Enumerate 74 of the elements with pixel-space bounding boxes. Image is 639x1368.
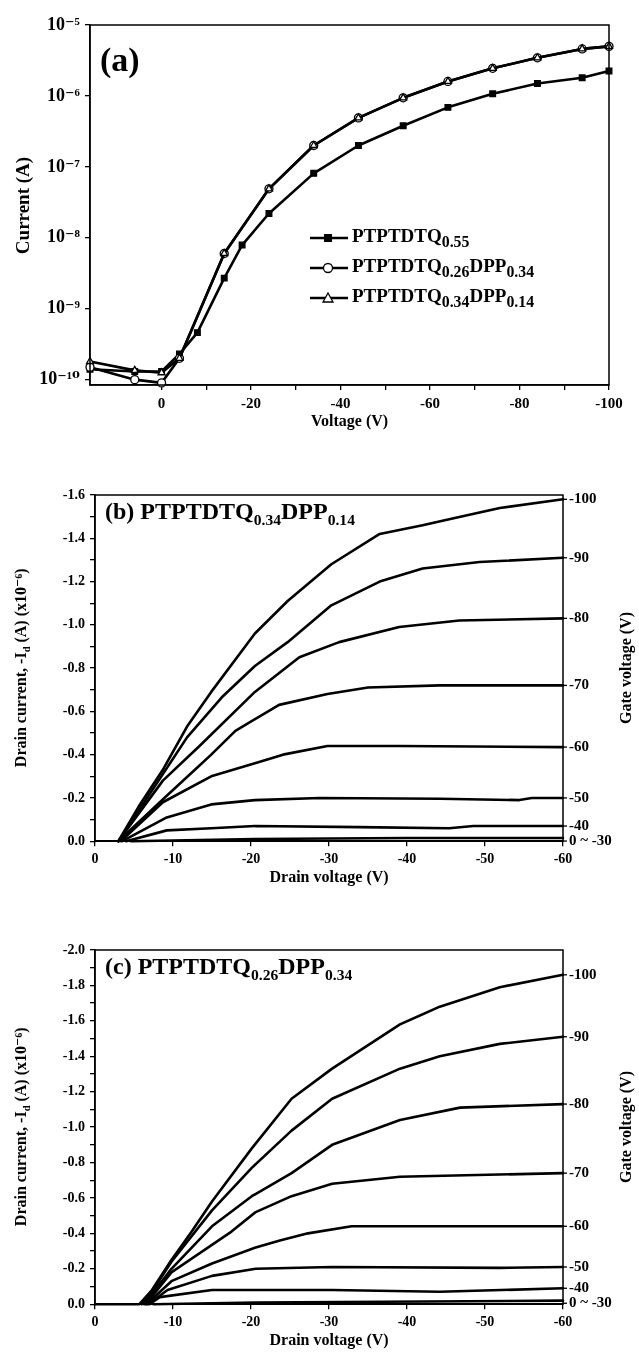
y-tick-label: -1.4: [62, 529, 85, 545]
y-tick-label: -0.8: [62, 1154, 85, 1170]
y-tick-label: 10⁻⁵: [47, 13, 81, 34]
legend-label: -80: [569, 1094, 589, 1111]
x-tick-label: -80: [509, 394, 530, 411]
legend-label: PTPTDTQ$_{0.26}$DPP$_{0.34}$: [352, 255, 535, 281]
legend-label: -50: [569, 788, 589, 805]
y-tick-label: -0.6: [62, 1189, 85, 1205]
legend-label: -100: [569, 965, 597, 982]
y-axis-title: Current (A): [11, 156, 33, 254]
y-tick-label: -1.2: [62, 1083, 85, 1099]
legend-label: -90: [569, 548, 589, 565]
y2-axis-title: Gate voltage (V): [616, 1071, 634, 1184]
legend-label: -90: [569, 1027, 589, 1044]
x-tick-label: -10: [163, 1314, 183, 1330]
legend-label: -80: [569, 609, 589, 626]
y2-axis-title: Gate voltage (V): [616, 612, 634, 725]
x-tick-label: -60: [553, 851, 573, 867]
legend-label: 0 ~ -30: [569, 831, 612, 848]
y-tick-label: -1.8: [62, 977, 85, 993]
x-axis-title: Drain voltage (V): [269, 868, 389, 886]
x-tick-label: -100: [595, 394, 623, 411]
x-axis-title: Voltage (V): [311, 412, 389, 429]
y-tick-label: 10⁻⁸: [47, 226, 81, 247]
y-tick-label: -1.0: [62, 616, 85, 632]
y-tick-label: -0.2: [62, 789, 85, 805]
x-tick-label: -10: [163, 851, 183, 867]
y-tick-label: 10⁻¹⁰: [39, 368, 81, 389]
x-tick-label: 0: [91, 1314, 99, 1330]
legend-label: PTPTDTQ$_{0.55}$: [352, 225, 470, 251]
x-tick-label: -40: [330, 394, 351, 411]
y-tick-label: 10⁻⁷: [47, 155, 81, 176]
x-tick-label: -50: [475, 851, 495, 867]
text: (a): [100, 41, 140, 78]
y-tick-label: 0.0: [67, 832, 85, 848]
chart-title: (b) PTPTDTQ$_{0.34}$DPP$_{0.14}$: [105, 498, 355, 528]
legend-label: -60: [569, 737, 589, 754]
y-tick-label: -0.8: [62, 659, 85, 675]
x-tick-label: -40: [397, 1314, 417, 1330]
legend-label: -60: [569, 1217, 589, 1234]
x-tick-label: 0: [157, 394, 166, 411]
legend-label: -40: [569, 816, 589, 833]
legend-label: -70: [569, 676, 589, 693]
y-tick-label: 0.0: [67, 1295, 85, 1311]
x-tick-label: -50: [475, 1314, 495, 1330]
y-tick-label: -0.4: [62, 746, 85, 762]
y-tick-label: -1.4: [62, 1047, 85, 1063]
x-tick-label: -60: [420, 394, 441, 411]
y-tick-label: -0.6: [62, 702, 85, 718]
y-tick-label: -2.0: [62, 941, 85, 957]
legend-label: -70: [569, 1164, 589, 1181]
y-tick-label: -1.6: [62, 1012, 85, 1028]
x-tick-label: -40: [397, 851, 417, 867]
x-tick-label: -30: [319, 1314, 339, 1330]
chart-title: (c) PTPTDTQ$_{0.26}$DPP$_{0.34}$: [105, 953, 353, 983]
y-tick-label: -1.0: [62, 1118, 85, 1134]
y-tick-label: -1.2: [62, 573, 85, 589]
legend-label: -50: [569, 1257, 589, 1274]
legend-label: -40: [569, 1279, 589, 1296]
legend-label: -100: [569, 490, 597, 507]
x-axis-title: Drain voltage (V): [269, 1331, 389, 1349]
y-tick-label: -0.4: [62, 1224, 85, 1240]
x-tick-label: 0: [91, 851, 99, 867]
x-tick-label: -20: [241, 394, 262, 411]
y-tick-label: -1.6: [62, 486, 85, 502]
series-label: 0 ~ -30: [569, 1294, 612, 1311]
x-tick-label: -60: [553, 1314, 573, 1330]
y-tick-label: 10⁻⁶: [47, 84, 81, 105]
x-tick-label: -30: [319, 851, 339, 867]
y-tick-label: 10⁻⁹: [47, 297, 81, 318]
x-tick-label: -20: [241, 1314, 261, 1330]
y-tick-label: -0.2: [62, 1260, 85, 1276]
x-tick-label: -20: [241, 851, 261, 867]
legend-label: PTPTDTQ$_{0.34}$DPP$_{0.14}$: [352, 285, 535, 311]
